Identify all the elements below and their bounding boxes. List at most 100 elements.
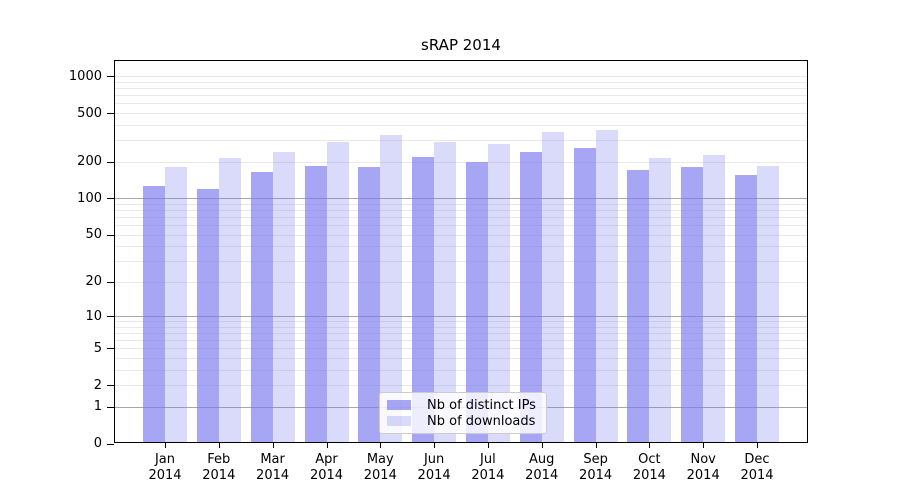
gridline-5 <box>114 348 808 350</box>
y-tick-label-1: 1 <box>93 399 102 415</box>
x-tick-apr-2014 <box>326 443 328 448</box>
y-tick-label-0: 0 <box>93 436 102 451</box>
x-tick-label-jul-2014: Jul 2014 <box>471 452 505 483</box>
ips-bar-feb-2014 <box>196 188 219 443</box>
y-tick-500 <box>107 113 114 114</box>
y-tick-label-10: 10 <box>85 308 102 324</box>
ips-bar-apr-2014 <box>304 165 327 443</box>
minor-gridline-7 <box>114 333 808 334</box>
plot-area: Nb of distinct IPs Nb of downloads <box>114 60 808 443</box>
x-tick-aug-2014 <box>541 443 543 448</box>
minor-gridline-90 <box>114 203 808 205</box>
y-tick-label-200: 200 <box>77 154 102 170</box>
y-tick-label-1000: 1000 <box>68 68 102 84</box>
axis-spine-top <box>114 60 808 61</box>
x-tick-label-apr-2014: Apr 2014 <box>309 452 344 483</box>
x-tick-label-aug-2014: Aug 2014 <box>525 452 559 483</box>
gridline-200 <box>114 161 808 163</box>
y-tick-label-50: 50 <box>85 227 102 242</box>
legend-item-downloads: Nb of downloads <box>387 413 536 429</box>
downloads-bar-dec-2014 <box>757 165 779 443</box>
gridline-100 <box>114 198 808 200</box>
x-tick-label-jan-2014: Jan 2014 <box>148 452 182 483</box>
y-tick-label-500: 500 <box>77 105 102 121</box>
y-tick-1000 <box>107 76 114 78</box>
y-tick-label-100: 100 <box>77 190 102 206</box>
minor-gridline-3 <box>114 369 808 371</box>
downloads-bar-jul-2014 <box>487 143 510 443</box>
x-tick-sep-2014 <box>595 443 597 448</box>
downloads-bar-feb-2014 <box>218 157 241 443</box>
minor-gridline-800 <box>114 88 808 90</box>
y-tick-10 <box>107 316 114 317</box>
minor-gridline-8 <box>114 326 808 328</box>
axis-spine-left <box>114 60 115 443</box>
x-tick-label-nov-2014: Nov 2014 <box>686 452 720 483</box>
downloads-bar-apr-2014 <box>326 141 349 443</box>
y-tick-2 <box>107 385 114 387</box>
y-tick-5 <box>107 348 114 350</box>
gridline-2 <box>114 385 808 387</box>
legend-box: Nb of distinct IPs Nb of downloads <box>379 392 547 434</box>
y-tick-0 <box>107 443 114 445</box>
y-tick-100 <box>107 198 114 200</box>
legend-swatch-downloads <box>387 416 411 426</box>
y-tick-1 <box>107 406 114 408</box>
ips-bar-aug-2014 <box>519 151 542 443</box>
minor-gridline-30 <box>114 261 808 262</box>
y-tick-label-20: 20 <box>85 274 102 290</box>
minor-gridline-40 <box>114 246 808 248</box>
minor-gridline-400 <box>114 124 808 126</box>
x-tick-label-may-2014: May 2014 <box>363 452 397 483</box>
minor-gridline-900 <box>114 81 808 83</box>
gridline-10 <box>114 316 808 317</box>
x-tick-dec-2014 <box>757 443 758 448</box>
x-tick-jan-2014 <box>165 443 166 448</box>
minor-gridline-70 <box>114 216 808 218</box>
minor-gridline-60 <box>114 225 808 226</box>
downloads-bar-may-2014 <box>380 135 403 443</box>
ips-bar-sep-2014 <box>573 147 596 443</box>
ips-bar-oct-2014 <box>627 170 650 443</box>
gridline-20 <box>114 281 808 283</box>
legend-label-downloads: Nb of downloads <box>427 413 536 429</box>
legend-item-ips: Nb of distinct IPs <box>387 397 536 413</box>
y-tick-label-2: 2 <box>93 377 102 393</box>
x-tick-label-jun-2014: Jun 2014 <box>417 452 451 483</box>
x-tick-feb-2014 <box>218 443 220 448</box>
minor-gridline-700 <box>114 95 808 97</box>
ips-bar-nov-2014 <box>681 167 704 443</box>
x-tick-label-mar-2014: Mar 2014 <box>256 452 290 483</box>
x-tick-label-feb-2014: Feb 2014 <box>202 452 236 483</box>
y-tick-20 <box>107 281 114 283</box>
minor-gridline-600 <box>114 103 808 105</box>
minor-gridline-4 <box>114 357 808 359</box>
x-tick-may-2014 <box>380 443 382 448</box>
minor-gridline-9 <box>114 321 808 323</box>
x-tick-label-dec-2014: Dec 2014 <box>740 452 774 483</box>
ips-bar-jan-2014 <box>143 186 165 443</box>
x-tick-nov-2014 <box>703 443 705 448</box>
axis-spine-right <box>807 60 808 443</box>
x-tick-label-oct-2014: Oct 2014 <box>632 452 666 483</box>
downloads-bar-mar-2014 <box>272 151 295 443</box>
axis-spine-bottom <box>114 442 808 443</box>
gridline-500 <box>114 113 808 114</box>
y-tick-label-5: 5 <box>93 340 102 356</box>
gridline-1000 <box>114 76 808 78</box>
x-tick-label-sep-2014: Sep 2014 <box>579 452 613 483</box>
x-tick-jul-2014 <box>487 443 489 448</box>
x-tick-jun-2014 <box>434 443 436 448</box>
ips-bar-mar-2014 <box>250 171 273 443</box>
y-tick-50 <box>107 234 114 236</box>
minor-gridline-80 <box>114 209 808 211</box>
ips-bar-jun-2014 <box>412 156 435 443</box>
downloads-bar-sep-2014 <box>595 129 618 443</box>
minor-gridline-6 <box>114 340 808 342</box>
x-tick-oct-2014 <box>649 443 651 448</box>
minor-gridline-300 <box>114 140 808 142</box>
ips-bar-dec-2014 <box>735 175 757 443</box>
ips-bar-jul-2014 <box>465 161 488 443</box>
downloads-bar-oct-2014 <box>649 157 672 443</box>
